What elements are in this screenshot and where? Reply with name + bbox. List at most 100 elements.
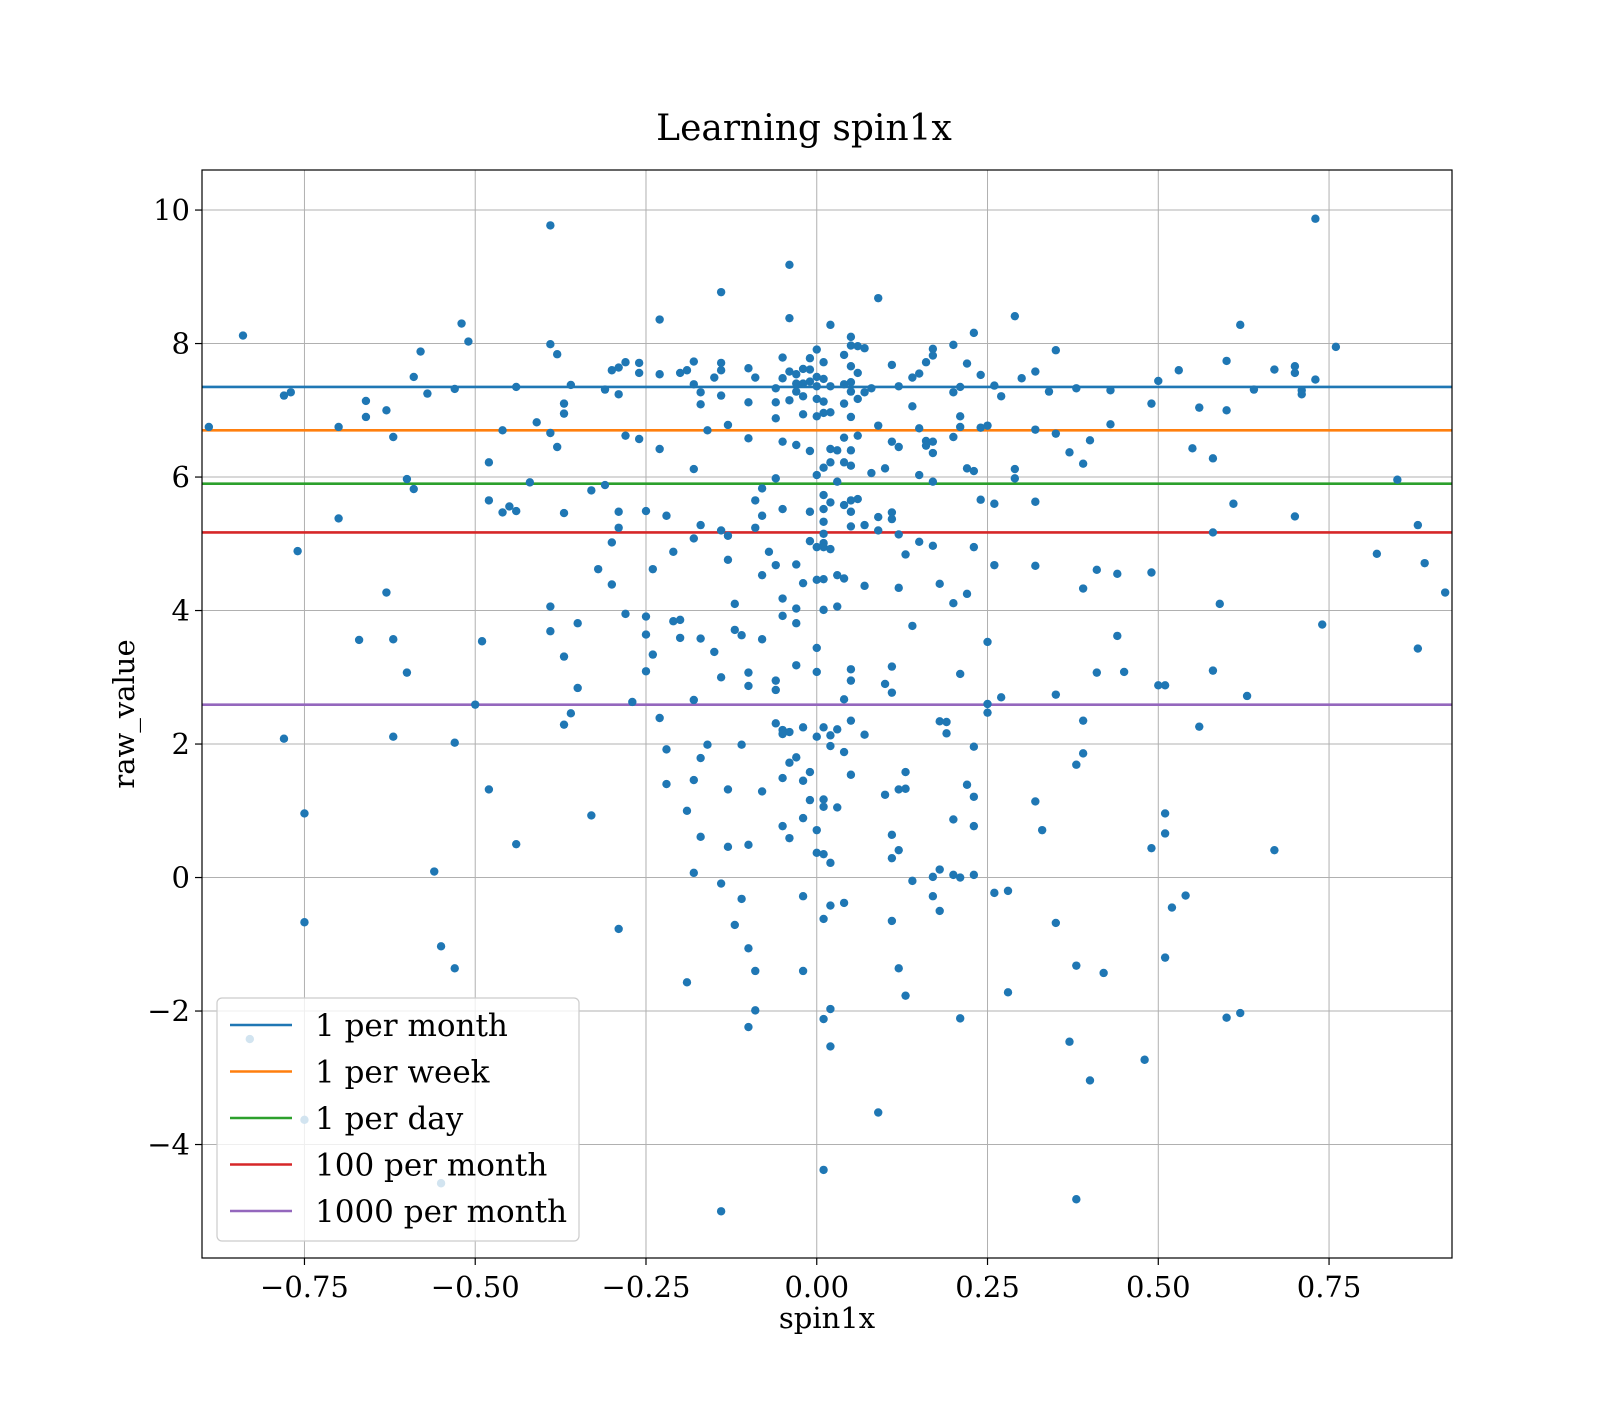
scatter-point: [1236, 320, 1245, 330]
scatter-point: [737, 631, 746, 640]
scatter-point: [669, 617, 678, 626]
scatter-point: [860, 730, 869, 739]
scatter-point: [1106, 420, 1115, 429]
scatter-point: [880, 790, 890, 799]
scatter-point: [1078, 749, 1088, 758]
scatter-point: [833, 725, 842, 734]
scatter-point: [908, 621, 917, 631]
scatter-point: [757, 570, 767, 580]
scatter-point: [928, 344, 938, 354]
scatter-point: [826, 444, 835, 454]
scatter-point: [839, 695, 849, 704]
scatter-point: [867, 468, 876, 478]
scatter-point: [1065, 448, 1074, 457]
scatter-point: [819, 574, 828, 584]
scatter-point: [1331, 342, 1341, 352]
scatter-point: [839, 458, 849, 467]
scatter-point: [1222, 1013, 1231, 1022]
scatter-point: [833, 446, 842, 455]
scatter-point: [839, 747, 849, 757]
scatter-point: [826, 382, 835, 391]
scatter-point: [751, 496, 760, 505]
scatter-point: [566, 709, 576, 718]
legend-label: 1000 per month: [315, 1194, 567, 1230]
y-tick-label: −4: [147, 1128, 190, 1162]
scatter-point: [621, 431, 630, 440]
scatter-point: [757, 787, 767, 796]
scatter-point: [942, 729, 951, 738]
scatter-point: [771, 560, 780, 570]
scatter-point: [696, 400, 705, 409]
scatter-point: [450, 384, 459, 394]
scatter-point: [798, 892, 808, 901]
scatter-point: [928, 448, 938, 458]
scatter-point: [846, 716, 856, 725]
scatter-point: [1318, 620, 1327, 629]
scatter-point: [546, 627, 555, 636]
scatter-point: [682, 806, 692, 815]
scatter-point: [389, 732, 398, 741]
scatter-point: [286, 388, 295, 397]
scatter-point: [621, 609, 630, 619]
scatter-point: [867, 384, 876, 393]
scatter-point: [1413, 644, 1423, 653]
legend: 1 per month 1 per week 1 per day 100 per mo…: [216, 997, 580, 1242]
scatter-point: [751, 373, 760, 382]
scatter-point: [805, 507, 815, 516]
scatter-point: [751, 1006, 760, 1015]
scatter-point: [792, 560, 801, 569]
scatter-point: [628, 697, 637, 707]
scatter-point: [812, 382, 821, 391]
scatter-point: [1154, 376, 1163, 386]
scatter-point: [587, 486, 596, 495]
scatter-point: [744, 1022, 753, 1032]
scatter-point: [962, 359, 972, 368]
scatter-point: [1147, 399, 1156, 408]
scatter-point: [826, 1004, 835, 1014]
scatter-point: [949, 598, 958, 608]
scatter-point: [805, 767, 815, 777]
scatter-point: [812, 542, 821, 552]
scatter-point: [969, 821, 979, 831]
scatter-point: [894, 964, 903, 973]
scatter-point: [955, 382, 965, 392]
scatter-point: [935, 865, 944, 874]
scatter-point: [833, 803, 842, 812]
scatter-point: [819, 542, 828, 552]
scatter-point: [607, 538, 617, 547]
scatter-point: [955, 669, 965, 679]
scatter-point: [812, 667, 821, 677]
scatter-point: [1099, 968, 1108, 978]
scatter-point: [1044, 387, 1054, 396]
scatter-point: [1270, 845, 1279, 855]
scatter-point: [785, 758, 794, 767]
scatter-point: [887, 437, 897, 446]
scatter-point: [382, 406, 391, 415]
scatter-point: [846, 332, 856, 342]
scatter-point: [819, 1014, 828, 1024]
scatter-point: [860, 344, 869, 353]
scatter-point: [778, 821, 787, 831]
scatter-point: [744, 364, 753, 373]
scatter-point: [1092, 668, 1102, 677]
scatter-point: [860, 388, 869, 397]
scatter-point: [614, 390, 623, 399]
scatter-point: [839, 399, 849, 408]
scatter-point: [826, 544, 835, 554]
scatter-point: [689, 775, 699, 785]
scatter-point: [798, 379, 808, 388]
scatter-point: [1078, 459, 1088, 468]
scatter-point: [935, 717, 944, 726]
scatter-point: [990, 499, 999, 508]
scatter-point: [409, 372, 418, 382]
scatter-point: [915, 424, 924, 433]
scatter-point: [634, 368, 644, 378]
scatter-point: [819, 529, 828, 538]
scatter-point: [484, 458, 494, 467]
plot-frame: [201, 169, 1453, 1259]
scatter-point: [730, 625, 739, 635]
scatter-point: [778, 374, 787, 383]
scatter-point: [757, 511, 767, 520]
scatter-point: [716, 1207, 726, 1216]
scatter-point: [614, 523, 623, 532]
